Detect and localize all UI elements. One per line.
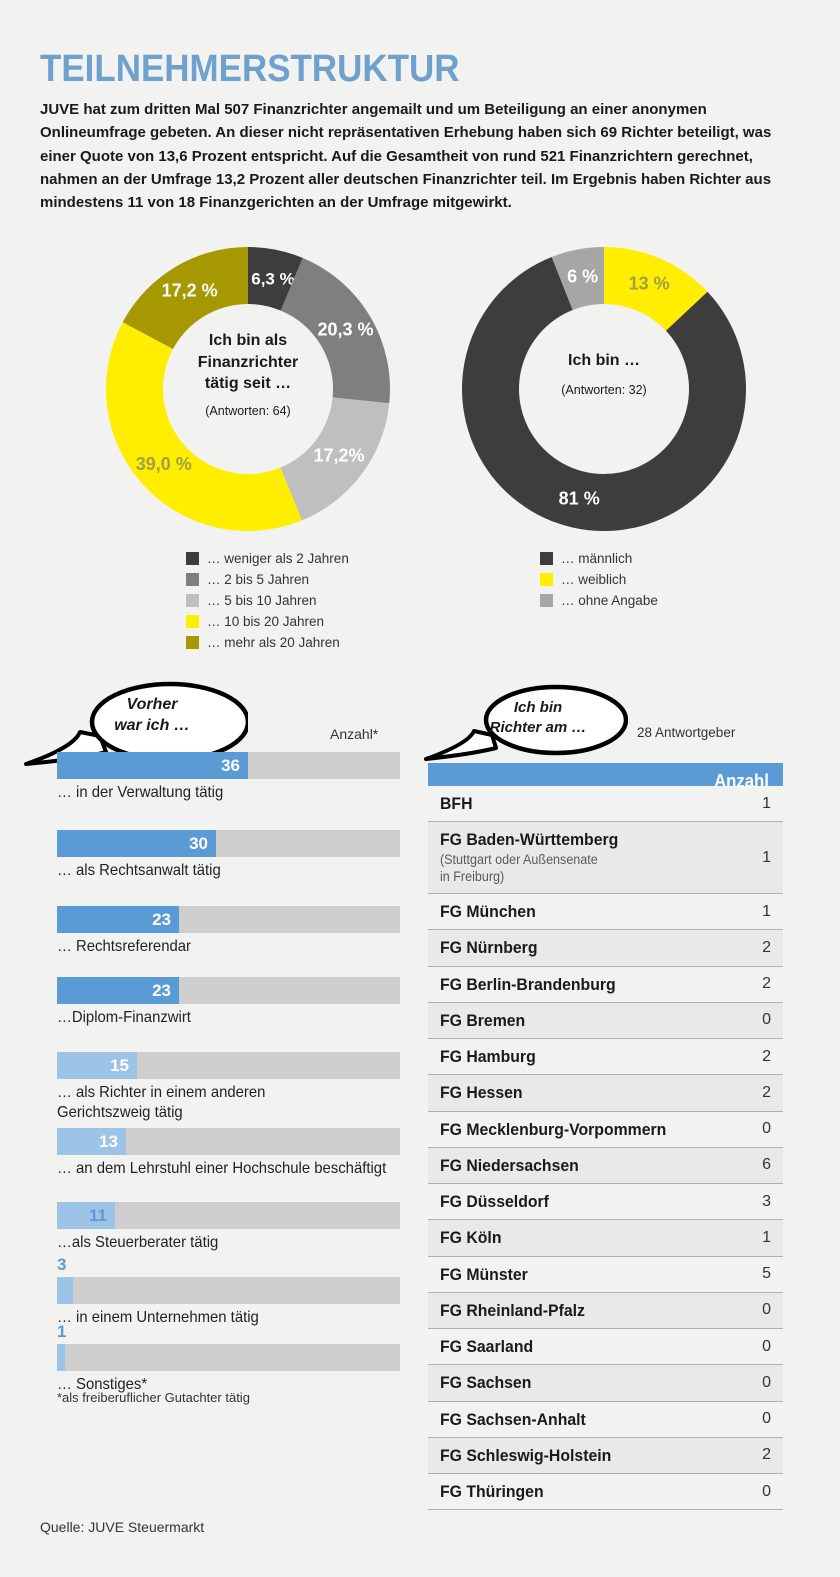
svg-text:39,0 %: 39,0 %: [136, 454, 192, 474]
svg-text:6,3 %: 6,3 %: [251, 269, 294, 288]
svg-text:17,2 %: 17,2 %: [162, 280, 218, 300]
svg-text:17,2%: 17,2%: [313, 446, 364, 466]
svg-text:13 %: 13 %: [629, 274, 670, 294]
svg-text:81 %: 81 %: [559, 489, 600, 509]
svg-text:6 %: 6 %: [567, 266, 598, 286]
